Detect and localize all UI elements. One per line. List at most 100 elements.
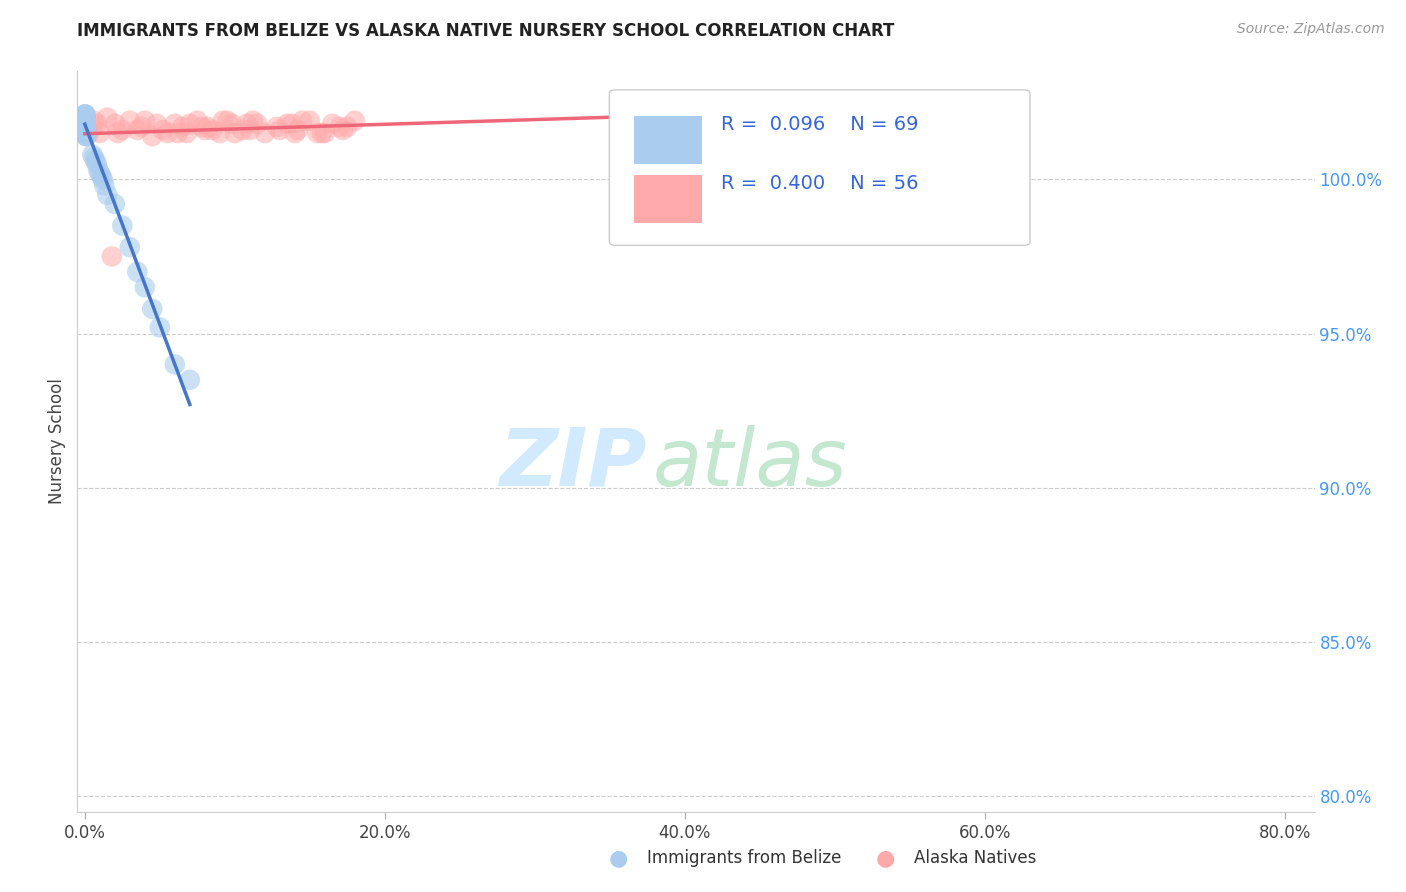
Point: [146, 117, 169, 131]
Text: atlas: atlas: [652, 425, 848, 503]
Y-axis label: Nursery School: Nursery School: [48, 378, 66, 505]
Point: [287, 123, 309, 137]
Point: [86, 117, 108, 131]
Point: [75, 117, 97, 131]
Point: [91, 172, 114, 186]
Point: [75, 111, 97, 125]
Point: [104, 117, 127, 131]
Point: [208, 126, 231, 140]
Point: [75, 123, 97, 137]
Point: [107, 126, 129, 140]
Text: Immigrants from Belize: Immigrants from Belize: [647, 849, 841, 867]
Point: [75, 126, 97, 140]
Point: [75, 107, 97, 121]
Point: [75, 117, 97, 131]
Point: [163, 358, 186, 372]
Point: [75, 120, 97, 134]
Point: [221, 117, 243, 131]
Point: [75, 123, 97, 137]
Point: [75, 113, 97, 128]
Point: [311, 126, 333, 140]
Point: [96, 111, 118, 125]
Point: [179, 373, 201, 387]
Point: [75, 107, 97, 121]
Point: [276, 117, 298, 131]
Point: [75, 111, 97, 125]
Point: [90, 169, 112, 184]
Point: [87, 163, 110, 178]
Point: [75, 117, 97, 131]
Point: [75, 126, 97, 140]
Point: [298, 113, 321, 128]
Point: [176, 126, 198, 140]
Point: [83, 113, 105, 128]
Point: [321, 117, 343, 131]
Text: ZIP: ZIP: [499, 425, 647, 503]
Point: [134, 280, 156, 294]
Text: R =  0.400    N = 56: R = 0.400 N = 56: [721, 175, 918, 194]
Point: [291, 113, 314, 128]
Point: [118, 240, 141, 254]
FancyBboxPatch shape: [609, 90, 1031, 245]
Point: [141, 129, 163, 144]
Point: [224, 126, 246, 140]
Point: [269, 123, 291, 137]
Point: [75, 111, 97, 125]
Point: [314, 126, 336, 140]
Point: [253, 126, 276, 140]
Text: R =  0.096    N = 69: R = 0.096 N = 69: [721, 115, 918, 134]
Text: Alaska Natives: Alaska Natives: [914, 849, 1036, 867]
Point: [329, 120, 352, 134]
Point: [75, 123, 97, 137]
Point: [281, 117, 304, 131]
Point: [75, 107, 97, 121]
Point: [152, 123, 174, 137]
Point: [93, 178, 115, 193]
Point: [75, 111, 97, 125]
Point: [75, 113, 97, 128]
Point: [75, 126, 97, 140]
Point: [75, 123, 97, 137]
Point: [201, 123, 224, 137]
Point: [75, 111, 97, 125]
Point: [266, 120, 288, 134]
Point: [75, 129, 97, 144]
Point: [75, 107, 97, 121]
Text: IMMIGRANTS FROM BELIZE VS ALASKA NATIVE NURSERY SCHOOL CORRELATION CHART: IMMIGRANTS FROM BELIZE VS ALASKA NATIVE …: [77, 22, 894, 40]
Text: ●: ●: [609, 848, 628, 868]
Point: [231, 123, 253, 137]
Point: [86, 157, 108, 171]
Point: [75, 113, 97, 128]
Point: [75, 117, 97, 131]
Point: [336, 120, 359, 134]
Point: [127, 123, 149, 137]
Point: [898, 104, 921, 119]
Point: [242, 113, 264, 128]
Point: [75, 120, 97, 134]
Text: ●: ●: [876, 848, 896, 868]
Point: [197, 120, 219, 134]
Point: [307, 126, 329, 140]
Point: [172, 120, 194, 134]
Point: [75, 129, 97, 144]
Point: [179, 117, 201, 131]
Point: [89, 126, 111, 140]
Point: [89, 166, 111, 180]
Text: Source: ZipAtlas.com: Source: ZipAtlas.com: [1237, 22, 1385, 37]
Point: [101, 249, 124, 263]
Point: [75, 120, 97, 134]
Point: [79, 126, 101, 140]
Point: [75, 113, 97, 128]
Point: [82, 120, 104, 134]
Point: [75, 123, 97, 137]
Point: [75, 126, 97, 140]
Point: [96, 187, 118, 202]
Point: [75, 113, 97, 128]
Point: [166, 126, 188, 140]
Point: [191, 120, 214, 134]
Point: [127, 265, 149, 279]
Point: [104, 197, 127, 211]
Point: [246, 117, 269, 131]
Point: [75, 126, 97, 140]
Point: [75, 117, 97, 131]
